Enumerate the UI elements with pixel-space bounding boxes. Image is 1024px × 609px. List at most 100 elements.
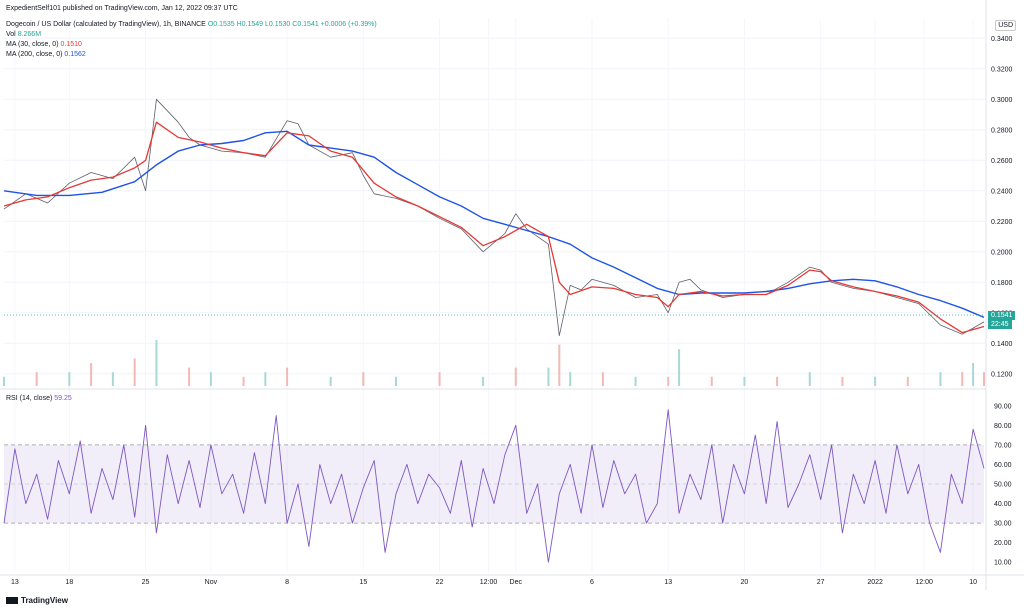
legend-vol-label[interactable]: Vol: [6, 31, 16, 38]
time-tick-label: 13: [664, 579, 672, 586]
time-tick-label: 2022: [867, 579, 883, 586]
last-price-badge: 0.1541: [988, 311, 1016, 320]
volume-bar: [242, 376, 245, 386]
volume-bar: [3, 376, 5, 386]
rsi-tick-label: 40.00: [994, 501, 1012, 508]
price-tick-label: 0.3200: [991, 66, 1013, 73]
time-tick-label: 12:00: [915, 579, 933, 586]
publish-line: ExpedientSelf101 published on TradingVie…: [6, 5, 238, 12]
rsi-tick-label: 50.00: [994, 482, 1012, 489]
price-tick-label: 0.2600: [991, 158, 1013, 165]
ma200-line: [3, 130, 985, 319]
rsi-tick-label: 70.00: [994, 442, 1012, 449]
volume-bar: [961, 372, 964, 386]
volume-bar: [68, 372, 71, 386]
volume-bar: [678, 349, 681, 386]
time-tick-label: Dec: [510, 579, 523, 586]
price-tick-label: 0.3400: [991, 36, 1013, 43]
legend-symbol-row: Dogecoin / US Dollar (calculated by Trad…: [6, 20, 377, 29]
price-tick-label: 0.2200: [991, 219, 1013, 226]
legend-vol-value: 8.266M: [17, 31, 42, 38]
ma30-line: [3, 121, 985, 334]
rsi-tick-label: 80.00: [994, 423, 1012, 430]
price-tick-label: 0.3000: [991, 97, 1013, 104]
volume-bar: [558, 344, 561, 386]
legend-ohlc: O0.1535 H0.1549 L0.1530 C0.1541 +0.0006 …: [207, 21, 377, 28]
rsi-tick-label: 20.00: [994, 540, 1012, 547]
time-tick-label: 25: [142, 579, 150, 586]
volume-bar: [133, 358, 136, 386]
legend-ma30-value: 0.1510: [60, 41, 82, 48]
volume-bar: [667, 376, 670, 386]
rsi-tick-label: 90.00: [994, 403, 1012, 410]
legend-volume-row: Vol 8.266M: [6, 30, 41, 39]
volume-bar: [841, 376, 844, 386]
price-tick-label: 0.1200: [991, 371, 1013, 378]
time-tick-label: 15: [359, 579, 367, 586]
time-tick-label: 6: [590, 579, 594, 586]
volume-bar: [710, 376, 713, 386]
legend-rsi-value: 59.25: [54, 395, 72, 402]
rsi-line: [3, 409, 985, 563]
time-tick-label: 27: [817, 579, 825, 586]
time-tick-label: 8: [285, 579, 289, 586]
volume-bar: [438, 372, 441, 386]
legend-ma200-label[interactable]: MA (200, close, 0): [6, 51, 63, 58]
time-tick-label: 10: [969, 579, 977, 586]
legend-symbol[interactable]: Dogecoin / US Dollar (calculated by Trad…: [6, 21, 206, 28]
rsi-panel[interactable]: [3, 409, 985, 563]
rsi-tick-label: 30.00: [994, 521, 1012, 528]
volume-bar: [395, 376, 397, 386]
volume-bar: [329, 376, 332, 386]
countdown-badge: 22:45: [988, 320, 1012, 329]
volume-bar: [264, 372, 267, 386]
volume-bar: [362, 372, 365, 386]
legend-ma30-label[interactable]: MA (30, close, 0): [6, 41, 59, 48]
volume-bar: [35, 372, 38, 386]
time-axis[interactable]: 13 18 25 Nov 8 15 22 12:00 Dec 6 13 20 27 2022 12:00 10: [11, 579, 977, 586]
volume-bar: [90, 363, 93, 386]
time-tick-label: Nov: [205, 579, 218, 586]
volume-bar: [111, 372, 114, 386]
price-panel[interactable]: [3, 98, 985, 337]
volume-bar: [939, 372, 942, 386]
volume-bar: [286, 367, 289, 386]
volume-bar: [874, 376, 877, 386]
volume-bar: [906, 376, 909, 386]
legend-ma200-value: 0.1562: [64, 51, 86, 58]
currency-badge[interactable]: USD: [995, 20, 1016, 31]
price-axis[interactable]: 0.3400 0.3200 0.3000 0.2800 0.2600 0.2400 0.22…: [991, 36, 1013, 379]
volume-bar: [209, 372, 212, 386]
time-tick-label: 12:00: [480, 579, 498, 586]
time-tick-label: 18: [65, 579, 73, 586]
price-tick-label: 0.1800: [991, 280, 1013, 287]
rsi-axis[interactable]: 90.00 80.00 70.00 60.00 50.00 40.00 30.00 20.00…: [994, 403, 1012, 566]
volume-bar: [569, 372, 572, 386]
volume-bars: [3, 340, 985, 386]
footer-brand[interactable]: TradingView: [6, 596, 68, 605]
volume-bar: [743, 376, 746, 386]
legend-rsi-label[interactable]: RSI (14, close): [6, 395, 53, 402]
time-tick-label: 20: [741, 579, 749, 586]
volume-bar: [634, 376, 637, 386]
volume-bar: [776, 376, 779, 386]
volume-bar: [188, 367, 191, 386]
volume-bar: [547, 367, 550, 386]
volume-bar: [514, 367, 517, 386]
legend-rsi-row: RSI (14, close) 59.25: [6, 394, 72, 403]
price-tick-label: 0.2800: [991, 127, 1013, 134]
volume-bar: [972, 363, 975, 386]
price-grid: [4, 18, 986, 572]
footer-brand-text: TradingView: [21, 596, 68, 605]
price-tick-label: 0.2000: [991, 249, 1013, 256]
volume-bar: [983, 372, 985, 386]
legend-ma30-row: MA (30, close, 0) 0.1510: [6, 40, 82, 49]
price-line: [3, 98, 985, 337]
rsi-tick-label: 10.00: [994, 560, 1012, 567]
price-tick-label: 0.1400: [991, 341, 1013, 348]
time-tick-label: 13: [11, 579, 19, 586]
legend-ma200-row: MA (200, close, 0) 0.1562: [6, 50, 86, 59]
price-tick-label: 0.2400: [991, 188, 1013, 195]
volume-bar: [155, 340, 158, 386]
